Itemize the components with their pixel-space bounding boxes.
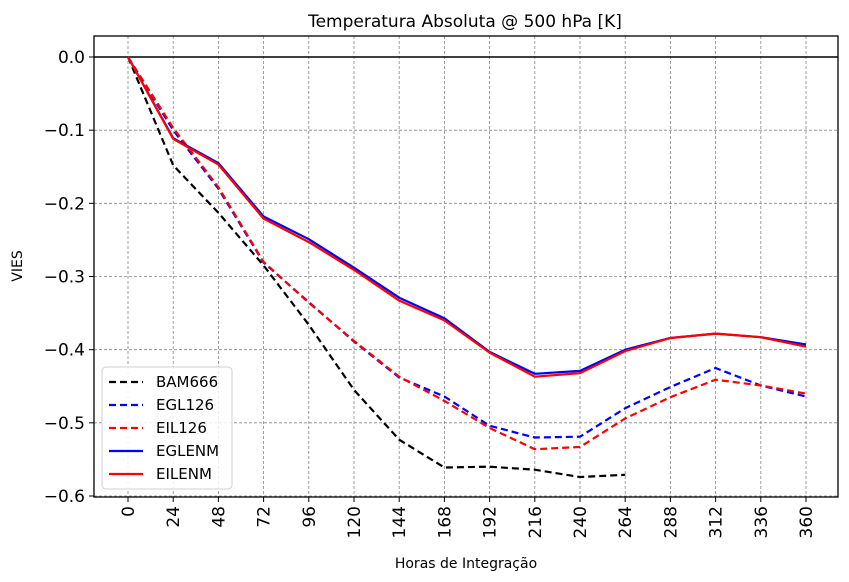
- y-tick-label: −0.5: [44, 414, 85, 434]
- legend-item: EILENM: [109, 465, 212, 483]
- x-tick-label: 72: [255, 506, 275, 528]
- x-tick-label: 48: [209, 506, 229, 528]
- x-tick-label: 312: [707, 506, 727, 538]
- series-line-eilenm: [127, 56, 807, 378]
- chart-title: Temperatura Absoluta @ 500 hPa [K]: [307, 12, 622, 32]
- series-eil126: [127, 56, 807, 451]
- x-axis-label: Horas de Integração: [395, 556, 537, 572]
- y-tick-label: −0.6: [44, 487, 85, 507]
- legend-item: EGL126: [109, 396, 214, 414]
- legend: BAM666 EGL126 EIL126 EGLENM EILENM: [101, 366, 233, 490]
- y-axis: 0.0 −0.1 −0.2 −0.3 −0.4 −0.5 −0.6: [44, 48, 94, 507]
- legend-label: BAM666: [156, 373, 218, 391]
- y-tick-label: −0.1: [44, 121, 85, 141]
- series-line-eil126: [127, 56, 807, 451]
- x-tick-label: 120: [345, 506, 365, 538]
- y-axis-label: VIES: [10, 250, 26, 282]
- legend-item: EIL126: [109, 419, 207, 437]
- x-tick-label: 216: [526, 506, 546, 538]
- y-tick-label: 0.0: [58, 48, 85, 68]
- legend-label: EIL126: [156, 419, 207, 437]
- x-tick-label: 288: [661, 506, 681, 538]
- legend-label: EGLENM: [156, 442, 219, 460]
- x-tick-label: 240: [571, 506, 591, 538]
- x-tick-label: 264: [616, 506, 636, 538]
- x-tick-label: 192: [481, 506, 501, 538]
- x-tick-label: 144: [390, 506, 410, 538]
- legend-label: EILENM: [156, 465, 212, 483]
- legend-box: [101, 366, 233, 490]
- x-tick-label: 96: [300, 506, 320, 528]
- series-eilenm: [127, 56, 807, 378]
- series-line-bam666: [126, 56, 626, 479]
- x-tick-label: 0: [119, 506, 139, 517]
- x-tick-label: 168: [435, 506, 455, 538]
- x-axis: 0 24 48 72 96 120 144 168 192 216 240 264 288 312 336 3…: [119, 497, 817, 538]
- series-layer: [126, 56, 807, 479]
- legend-item: BAM666: [109, 373, 218, 391]
- legend-label: EGL126: [156, 396, 214, 414]
- plot-frame: [93, 35, 839, 498]
- y-tick-label: −0.2: [44, 194, 85, 214]
- legend-item: EGLENM: [109, 442, 219, 460]
- x-tick-label: 24: [164, 506, 184, 528]
- y-tick-label: −0.3: [44, 268, 85, 288]
- x-tick-label: 360: [797, 506, 817, 538]
- x-tick-label: 336: [752, 506, 772, 538]
- y-tick-label: −0.4: [44, 341, 85, 361]
